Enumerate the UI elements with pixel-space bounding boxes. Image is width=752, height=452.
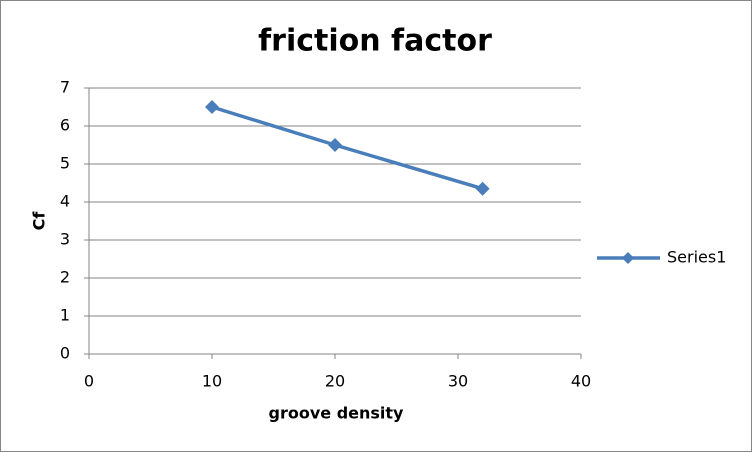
y-tick-label: 2 <box>60 268 70 287</box>
y-tick-label: 4 <box>60 192 70 211</box>
y-tick-label: 6 <box>60 116 70 135</box>
legend-marker <box>622 252 634 264</box>
y-tick-label: 5 <box>60 154 70 173</box>
x-tick-label: 10 <box>202 372 222 391</box>
x-tick-label: 0 <box>84 372 94 391</box>
y-axis-title: Cf <box>30 211 49 231</box>
x-tick-label: 20 <box>325 372 345 391</box>
point-marker <box>205 100 219 114</box>
point-marker <box>328 138 342 152</box>
chart-title: friction factor <box>258 24 492 59</box>
y-tick-label: 0 <box>60 344 70 363</box>
x-tick-label: 40 <box>571 372 591 391</box>
y-tick-label: 1 <box>60 306 70 325</box>
point-marker <box>475 181 490 196</box>
y-tick-label: 3 <box>60 230 70 249</box>
x-axis-title: groove density <box>269 404 405 423</box>
x-tick-label: 30 <box>448 372 468 391</box>
y-tick-label: 7 <box>60 78 70 97</box>
legend-label: Series1 <box>667 248 726 267</box>
